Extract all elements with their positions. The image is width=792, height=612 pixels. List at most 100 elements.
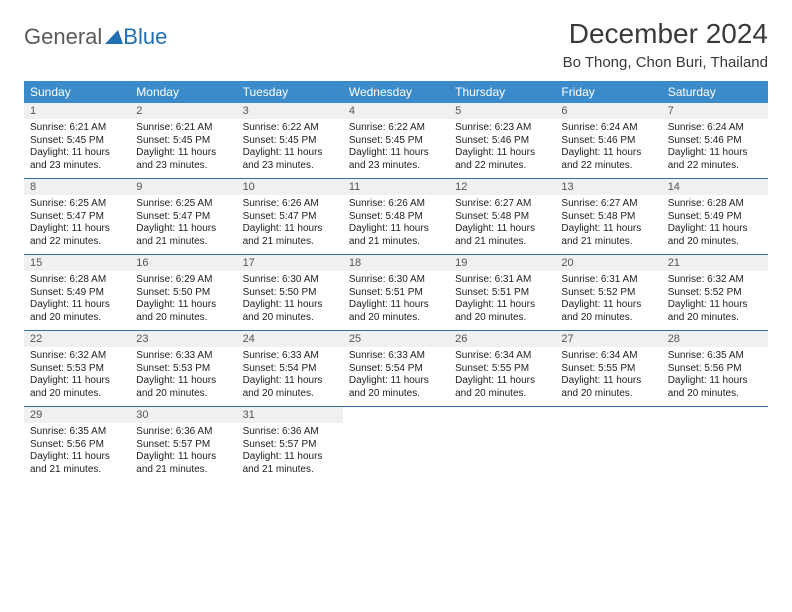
day-number: 2 <box>130 103 236 119</box>
sunrise-line: Sunrise: 6:32 AM <box>668 274 744 285</box>
sunset-line: Sunset: 5:45 PM <box>243 135 317 146</box>
day-number: 6 <box>555 103 661 119</box>
day-body: Sunrise: 6:24 AMSunset: 5:46 PMDaylight:… <box>662 119 768 178</box>
calendar-row: 8Sunrise: 6:25 AMSunset: 5:47 PMDaylight… <box>24 179 768 255</box>
calendar-cell: 4Sunrise: 6:22 AMSunset: 5:45 PMDaylight… <box>343 103 449 179</box>
day-body: Sunrise: 6:31 AMSunset: 5:52 PMDaylight:… <box>555 271 661 330</box>
sunset-line: Sunset: 5:55 PM <box>455 363 529 374</box>
calendar-cell: 16Sunrise: 6:29 AMSunset: 5:50 PMDayligh… <box>130 255 236 331</box>
weekday-header: Saturday <box>662 81 768 103</box>
daylight-line: Daylight: 11 hours and 20 minutes. <box>30 299 110 323</box>
sunset-line: Sunset: 5:51 PM <box>349 287 423 298</box>
sunset-line: Sunset: 5:48 PM <box>455 211 529 222</box>
day-body: Sunrise: 6:25 AMSunset: 5:47 PMDaylight:… <box>130 195 236 254</box>
day-body: Sunrise: 6:31 AMSunset: 5:51 PMDaylight:… <box>449 271 555 330</box>
day-number: 27 <box>555 331 661 347</box>
sunrise-line: Sunrise: 6:21 AM <box>136 122 212 133</box>
day-number: 20 <box>555 255 661 271</box>
daylight-line: Daylight: 11 hours and 23 minutes. <box>136 147 216 171</box>
sunset-line: Sunset: 5:45 PM <box>349 135 423 146</box>
day-number: 5 <box>449 103 555 119</box>
day-number: 17 <box>237 255 343 271</box>
sunset-line: Sunset: 5:50 PM <box>136 287 210 298</box>
sunset-line: Sunset: 5:54 PM <box>243 363 317 374</box>
daylight-line: Daylight: 11 hours and 20 minutes. <box>668 299 748 323</box>
day-number: 13 <box>555 179 661 195</box>
daylight-line: Daylight: 11 hours and 21 minutes. <box>349 223 429 247</box>
day-number: 7 <box>662 103 768 119</box>
sunset-line: Sunset: 5:51 PM <box>455 287 529 298</box>
calendar-cell: 18Sunrise: 6:30 AMSunset: 5:51 PMDayligh… <box>343 255 449 331</box>
day-number: 14 <box>662 179 768 195</box>
sunset-line: Sunset: 5:48 PM <box>561 211 635 222</box>
day-body: Sunrise: 6:28 AMSunset: 5:49 PMDaylight:… <box>24 271 130 330</box>
sunrise-line: Sunrise: 6:30 AM <box>243 274 319 285</box>
daylight-line: Daylight: 11 hours and 21 minutes. <box>30 451 110 475</box>
calendar-cell: 29Sunrise: 6:35 AMSunset: 5:56 PMDayligh… <box>24 407 130 483</box>
day-body: Sunrise: 6:33 AMSunset: 5:53 PMDaylight:… <box>130 347 236 406</box>
day-number: 12 <box>449 179 555 195</box>
day-number: 18 <box>343 255 449 271</box>
weekday-header: Sunday <box>24 81 130 103</box>
day-body: Sunrise: 6:36 AMSunset: 5:57 PMDaylight:… <box>130 423 236 482</box>
calendar-cell: 12Sunrise: 6:27 AMSunset: 5:48 PMDayligh… <box>449 179 555 255</box>
sunrise-line: Sunrise: 6:24 AM <box>561 122 637 133</box>
day-number: 25 <box>343 331 449 347</box>
location: Bo Thong, Chon Buri, Thailand <box>563 54 768 71</box>
sunset-line: Sunset: 5:55 PM <box>561 363 635 374</box>
sunset-line: Sunset: 5:46 PM <box>561 135 635 146</box>
daylight-line: Daylight: 11 hours and 20 minutes. <box>455 375 535 399</box>
calendar-cell: 8Sunrise: 6:25 AMSunset: 5:47 PMDaylight… <box>24 179 130 255</box>
daylight-line: Daylight: 11 hours and 20 minutes. <box>668 375 748 399</box>
day-body: Sunrise: 6:22 AMSunset: 5:45 PMDaylight:… <box>237 119 343 178</box>
daylight-line: Daylight: 11 hours and 22 minutes. <box>668 147 748 171</box>
daylight-line: Daylight: 11 hours and 20 minutes. <box>349 375 429 399</box>
day-number: 8 <box>24 179 130 195</box>
sunset-line: Sunset: 5:53 PM <box>30 363 104 374</box>
sunrise-line: Sunrise: 6:34 AM <box>561 350 637 361</box>
calendar-cell: 2Sunrise: 6:21 AMSunset: 5:45 PMDaylight… <box>130 103 236 179</box>
day-body: Sunrise: 6:21 AMSunset: 5:45 PMDaylight:… <box>130 119 236 178</box>
logo-text-b: Blue <box>123 24 167 50</box>
sunrise-line: Sunrise: 6:27 AM <box>561 198 637 209</box>
daylight-line: Daylight: 11 hours and 22 minutes. <box>30 223 110 247</box>
calendar-cell <box>662 407 768 483</box>
calendar-cell: 27Sunrise: 6:34 AMSunset: 5:55 PMDayligh… <box>555 331 661 407</box>
sunrise-line: Sunrise: 6:25 AM <box>30 198 106 209</box>
calendar-cell: 22Sunrise: 6:32 AMSunset: 5:53 PMDayligh… <box>24 331 130 407</box>
calendar-cell: 28Sunrise: 6:35 AMSunset: 5:56 PMDayligh… <box>662 331 768 407</box>
calendar-cell: 26Sunrise: 6:34 AMSunset: 5:55 PMDayligh… <box>449 331 555 407</box>
sunrise-line: Sunrise: 6:36 AM <box>136 426 212 437</box>
day-number: 19 <box>449 255 555 271</box>
daylight-line: Daylight: 11 hours and 20 minutes. <box>668 223 748 247</box>
sunset-line: Sunset: 5:46 PM <box>668 135 742 146</box>
calendar-cell <box>343 407 449 483</box>
weekday-header: Tuesday <box>237 81 343 103</box>
sunrise-line: Sunrise: 6:26 AM <box>243 198 319 209</box>
sunrise-line: Sunrise: 6:27 AM <box>455 198 531 209</box>
title-block: December 2024 Bo Thong, Chon Buri, Thail… <box>563 18 768 71</box>
day-body: Sunrise: 6:30 AMSunset: 5:51 PMDaylight:… <box>343 271 449 330</box>
calendar-cell: 5Sunrise: 6:23 AMSunset: 5:46 PMDaylight… <box>449 103 555 179</box>
daylight-line: Daylight: 11 hours and 20 minutes. <box>561 299 641 323</box>
calendar-cell: 1Sunrise: 6:21 AMSunset: 5:45 PMDaylight… <box>24 103 130 179</box>
calendar-cell <box>555 407 661 483</box>
daylight-line: Daylight: 11 hours and 20 minutes. <box>349 299 429 323</box>
day-number: 16 <box>130 255 236 271</box>
calendar-cell: 17Sunrise: 6:30 AMSunset: 5:50 PMDayligh… <box>237 255 343 331</box>
day-number: 15 <box>24 255 130 271</box>
daylight-line: Daylight: 11 hours and 21 minutes. <box>136 223 216 247</box>
day-body: Sunrise: 6:33 AMSunset: 5:54 PMDaylight:… <box>237 347 343 406</box>
sunrise-line: Sunrise: 6:35 AM <box>668 350 744 361</box>
daylight-line: Daylight: 11 hours and 20 minutes. <box>455 299 535 323</box>
calendar-cell: 31Sunrise: 6:36 AMSunset: 5:57 PMDayligh… <box>237 407 343 483</box>
sunrise-line: Sunrise: 6:23 AM <box>455 122 531 133</box>
sunrise-line: Sunrise: 6:28 AM <box>30 274 106 285</box>
sunrise-line: Sunrise: 6:33 AM <box>243 350 319 361</box>
day-body: Sunrise: 6:21 AMSunset: 5:45 PMDaylight:… <box>24 119 130 178</box>
daylight-line: Daylight: 11 hours and 20 minutes. <box>243 299 323 323</box>
calendar-head: SundayMondayTuesdayWednesdayThursdayFrid… <box>24 81 768 103</box>
day-body: Sunrise: 6:35 AMSunset: 5:56 PMDaylight:… <box>24 423 130 482</box>
sunset-line: Sunset: 5:46 PM <box>455 135 529 146</box>
calendar-cell: 7Sunrise: 6:24 AMSunset: 5:46 PMDaylight… <box>662 103 768 179</box>
